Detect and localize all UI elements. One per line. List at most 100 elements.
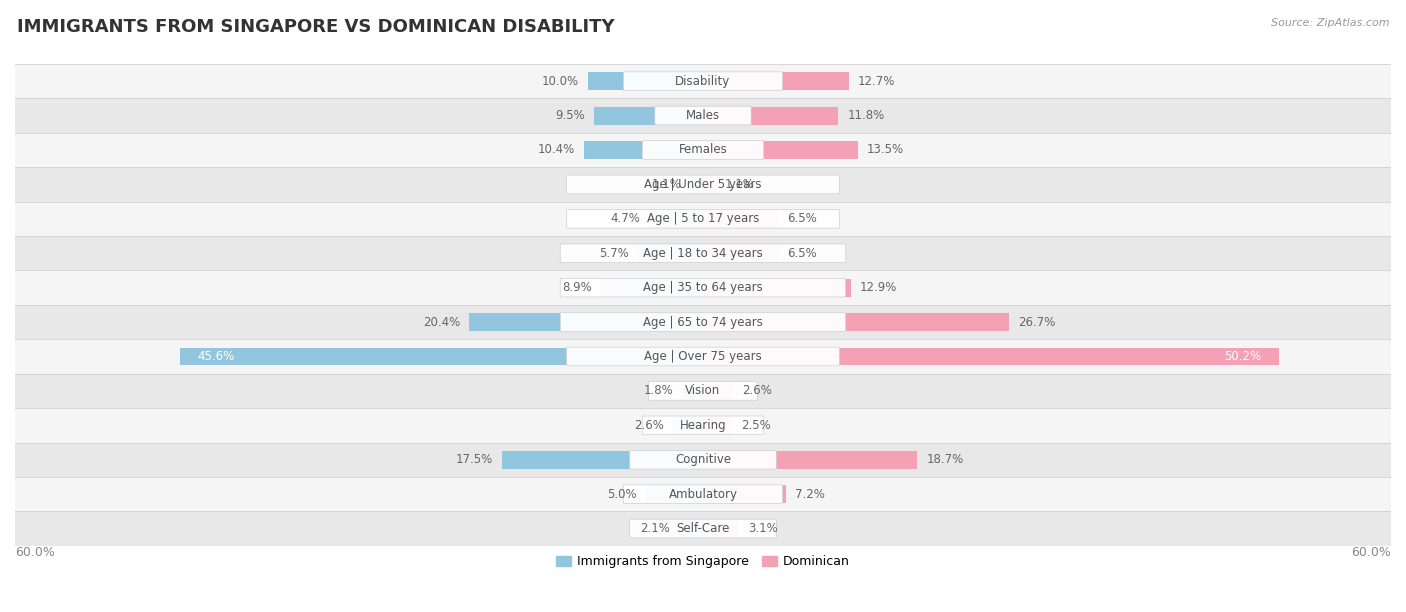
- FancyBboxPatch shape: [567, 209, 839, 228]
- Text: Cognitive: Cognitive: [675, 453, 731, 466]
- Text: 18.7%: 18.7%: [927, 453, 965, 466]
- Text: Males: Males: [686, 109, 720, 122]
- Bar: [15, 408, 1391, 442]
- Text: Hearing: Hearing: [679, 419, 727, 432]
- Bar: [703, 451, 918, 469]
- Text: Source: ZipAtlas.com: Source: ZipAtlas.com: [1271, 18, 1389, 28]
- Bar: [703, 520, 738, 537]
- Text: Age | 35 to 64 years: Age | 35 to 64 years: [643, 281, 763, 294]
- Text: 45.6%: 45.6%: [197, 350, 235, 363]
- Text: Females: Females: [679, 143, 727, 157]
- Bar: [679, 520, 703, 537]
- Text: Age | 18 to 34 years: Age | 18 to 34 years: [643, 247, 763, 259]
- Text: 20.4%: 20.4%: [423, 316, 460, 329]
- Bar: [645, 485, 703, 503]
- Bar: [690, 176, 703, 193]
- Bar: [15, 305, 1391, 339]
- Text: Vision: Vision: [685, 384, 721, 397]
- Text: 6.5%: 6.5%: [787, 247, 817, 259]
- FancyBboxPatch shape: [655, 106, 751, 125]
- Text: Age | Over 75 years: Age | Over 75 years: [644, 350, 762, 363]
- FancyBboxPatch shape: [567, 175, 839, 194]
- Text: 10.4%: 10.4%: [537, 143, 575, 157]
- Bar: [673, 416, 703, 435]
- Text: 2.5%: 2.5%: [741, 419, 770, 432]
- Bar: [502, 451, 703, 469]
- Text: 9.5%: 9.5%: [555, 109, 585, 122]
- Text: 60.0%: 60.0%: [1351, 547, 1391, 559]
- Text: 1.1%: 1.1%: [651, 178, 682, 191]
- Text: Age | Under 5 years: Age | Under 5 years: [644, 178, 762, 191]
- Bar: [703, 210, 778, 228]
- Bar: [15, 512, 1391, 546]
- FancyBboxPatch shape: [623, 72, 783, 91]
- Legend: Immigrants from Singapore, Dominican: Immigrants from Singapore, Dominican: [551, 550, 855, 573]
- Bar: [15, 374, 1391, 408]
- Bar: [15, 477, 1391, 512]
- Bar: [703, 313, 1010, 331]
- Text: 12.9%: 12.9%: [860, 281, 897, 294]
- Bar: [15, 167, 1391, 201]
- Text: 6.5%: 6.5%: [787, 212, 817, 225]
- Text: Self-Care: Self-Care: [676, 522, 730, 535]
- Text: 5.7%: 5.7%: [599, 247, 628, 259]
- Text: 60.0%: 60.0%: [15, 547, 55, 559]
- Bar: [180, 348, 703, 365]
- Bar: [15, 339, 1391, 374]
- Text: Ambulatory: Ambulatory: [668, 488, 738, 501]
- Text: Age | 5 to 17 years: Age | 5 to 17 years: [647, 212, 759, 225]
- Bar: [15, 64, 1391, 99]
- Bar: [15, 271, 1391, 305]
- FancyBboxPatch shape: [567, 347, 839, 366]
- FancyBboxPatch shape: [630, 519, 776, 538]
- FancyBboxPatch shape: [630, 450, 776, 469]
- Text: 17.5%: 17.5%: [456, 453, 494, 466]
- FancyBboxPatch shape: [648, 382, 758, 400]
- Bar: [703, 72, 849, 90]
- Text: 2.6%: 2.6%: [634, 419, 664, 432]
- Bar: [638, 244, 703, 262]
- Text: 26.7%: 26.7%: [1018, 316, 1056, 329]
- Bar: [682, 382, 703, 400]
- FancyBboxPatch shape: [560, 278, 846, 297]
- Bar: [703, 278, 851, 297]
- Text: 1.1%: 1.1%: [724, 178, 755, 191]
- FancyBboxPatch shape: [643, 141, 763, 159]
- Text: 7.2%: 7.2%: [794, 488, 824, 501]
- Bar: [703, 106, 838, 124]
- Bar: [703, 416, 731, 435]
- Text: 3.1%: 3.1%: [748, 522, 778, 535]
- Text: 2.6%: 2.6%: [742, 384, 772, 397]
- FancyBboxPatch shape: [560, 244, 846, 263]
- Text: 2.1%: 2.1%: [640, 522, 669, 535]
- Text: Disability: Disability: [675, 75, 731, 88]
- Bar: [583, 141, 703, 159]
- Text: 4.7%: 4.7%: [610, 212, 640, 225]
- Text: 50.2%: 50.2%: [1225, 350, 1261, 363]
- Bar: [15, 99, 1391, 133]
- Text: 11.8%: 11.8%: [848, 109, 884, 122]
- FancyBboxPatch shape: [560, 313, 846, 332]
- Bar: [703, 244, 778, 262]
- Text: 8.9%: 8.9%: [562, 281, 592, 294]
- Text: 12.7%: 12.7%: [858, 75, 896, 88]
- Text: IMMIGRANTS FROM SINGAPORE VS DOMINICAN DISABILITY: IMMIGRANTS FROM SINGAPORE VS DOMINICAN D…: [17, 18, 614, 36]
- Text: 1.8%: 1.8%: [644, 384, 673, 397]
- Bar: [15, 201, 1391, 236]
- Bar: [703, 141, 858, 159]
- FancyBboxPatch shape: [643, 416, 763, 435]
- Bar: [650, 210, 703, 228]
- FancyBboxPatch shape: [623, 485, 783, 504]
- Text: 10.0%: 10.0%: [543, 75, 579, 88]
- Text: Age | 65 to 74 years: Age | 65 to 74 years: [643, 316, 763, 329]
- Bar: [703, 348, 1278, 365]
- Bar: [15, 236, 1391, 271]
- Text: 5.0%: 5.0%: [607, 488, 637, 501]
- Bar: [595, 106, 703, 124]
- Bar: [703, 176, 716, 193]
- Bar: [703, 485, 786, 503]
- Bar: [470, 313, 703, 331]
- Bar: [600, 278, 703, 297]
- Bar: [588, 72, 703, 90]
- Bar: [703, 382, 733, 400]
